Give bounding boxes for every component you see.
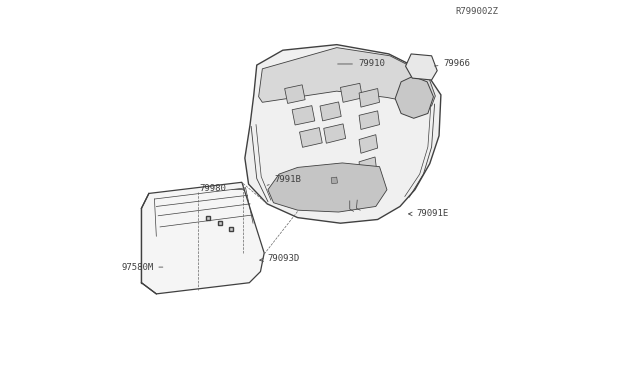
- Text: 79093D: 79093D: [260, 254, 300, 263]
- Polygon shape: [340, 83, 362, 102]
- Text: 79966: 79966: [435, 60, 470, 68]
- Polygon shape: [320, 102, 341, 121]
- Text: 97580M: 97580M: [121, 263, 163, 272]
- Polygon shape: [300, 128, 322, 147]
- Polygon shape: [259, 48, 435, 106]
- Text: 79091E: 79091E: [408, 209, 448, 218]
- Polygon shape: [359, 157, 376, 174]
- Polygon shape: [141, 182, 264, 294]
- Polygon shape: [359, 89, 380, 107]
- Polygon shape: [285, 85, 305, 103]
- Polygon shape: [395, 76, 433, 118]
- Text: R799002Z: R799002Z: [456, 7, 499, 16]
- Text: 7991B: 7991B: [267, 175, 301, 185]
- Text: 79910: 79910: [338, 60, 385, 68]
- Polygon shape: [406, 54, 437, 80]
- Polygon shape: [359, 135, 378, 153]
- Polygon shape: [359, 111, 380, 129]
- Text: 79980: 79980: [200, 185, 244, 193]
- Polygon shape: [245, 45, 441, 223]
- Polygon shape: [292, 106, 315, 125]
- Polygon shape: [324, 124, 346, 143]
- Polygon shape: [331, 177, 337, 184]
- Polygon shape: [268, 163, 387, 212]
